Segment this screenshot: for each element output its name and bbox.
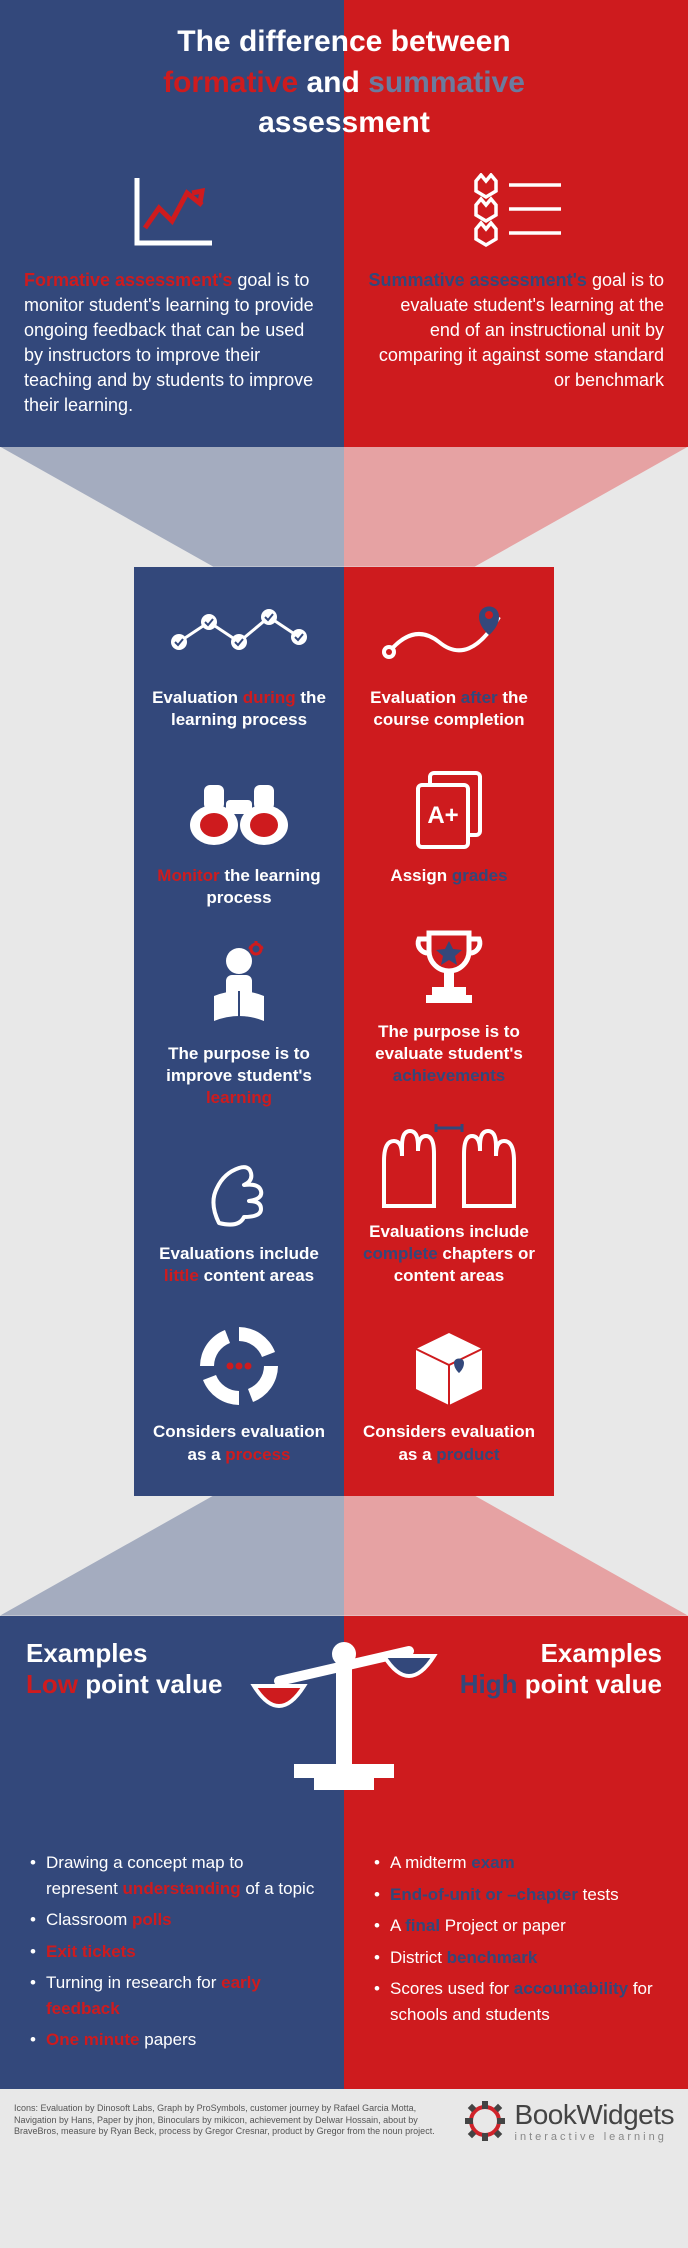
brand-tagline: interactive learning bbox=[515, 2131, 674, 2143]
comparison: Evaluation during the learning process M… bbox=[0, 567, 688, 1496]
compare-text: Evaluation after the course completion bbox=[356, 687, 542, 731]
compare-left: Evaluation during the learning process M… bbox=[134, 567, 344, 1496]
example-item: A midterm exam bbox=[370, 1850, 662, 1876]
example-item: A final Project or paper bbox=[370, 1913, 662, 1939]
icon-credits: Icons: Evaluation by Dinosoft Labs, Grap… bbox=[14, 2103, 449, 2138]
ex-right-t1: Examples bbox=[370, 1638, 662, 1669]
example-item: District benchmark bbox=[370, 1945, 662, 1971]
title-line-2: formative and summative bbox=[30, 63, 658, 104]
ex-right-rest: point value bbox=[518, 1669, 662, 1699]
examples: Examples Low point value Drawing a conce… bbox=[0, 1616, 688, 2089]
title-and: and bbox=[298, 66, 368, 99]
compare-text: Evaluations include little content areas bbox=[146, 1243, 332, 1287]
hands-large-icon bbox=[356, 1121, 542, 1211]
compare-text: The purpose is to improve student's lear… bbox=[146, 1043, 332, 1109]
navigation-icon bbox=[356, 587, 542, 677]
trophy-icon bbox=[356, 921, 542, 1011]
examples-left: Examples Low point value Drawing a conce… bbox=[0, 1616, 344, 2089]
formative-text: goal is to monitor student's learning to… bbox=[24, 270, 314, 416]
logo-icon bbox=[463, 2099, 507, 2143]
example-item: End-of-unit or –chapter tests bbox=[370, 1882, 662, 1908]
logo-text: BookWidgets interactive learning bbox=[515, 2099, 674, 2143]
paper-icon: A+ bbox=[356, 765, 542, 855]
compare-text: Evaluations include complete chapters or… bbox=[356, 1221, 542, 1287]
header-title: The difference between formative and sum… bbox=[0, 0, 688, 154]
compare-text: Evaluation during the learning process bbox=[146, 687, 332, 731]
compare-text: Considers evaluation as a product bbox=[356, 1421, 542, 1465]
compare-item: The purpose is to improve student's lear… bbox=[146, 943, 332, 1109]
infographic: The difference between formative and sum… bbox=[0, 0, 688, 2153]
examples-right: Examples High point value A midterm exam… bbox=[344, 1616, 688, 2089]
compare-item: A+ Assign grades bbox=[356, 765, 542, 887]
compare-item: Considers evaluation as a process bbox=[146, 1321, 332, 1465]
ex-left-t1: Examples bbox=[26, 1638, 318, 1669]
examples-left-title: Examples Low point value bbox=[26, 1638, 318, 1700]
example-item: Turning in research for early feedback bbox=[26, 1970, 318, 2021]
ex-left-rest: point value bbox=[78, 1669, 222, 1699]
summative-lead: Summative assessment's bbox=[369, 270, 587, 290]
compare-item: Considers evaluation as a product bbox=[356, 1321, 542, 1465]
evaluation-icon bbox=[368, 168, 664, 258]
compare-item: Evaluation after the course completion bbox=[356, 587, 542, 731]
funnel-top bbox=[0, 447, 688, 567]
ex-right-hl: High bbox=[460, 1669, 518, 1699]
compare-right: Evaluation after the course completion A… bbox=[344, 567, 554, 1496]
footer: Icons: Evaluation by Dinosoft Labs, Grap… bbox=[0, 2089, 688, 2153]
compare-text: Assign grades bbox=[356, 865, 542, 887]
svg-text:A+: A+ bbox=[427, 802, 458, 829]
example-item: Exit tickets bbox=[26, 1939, 318, 1965]
example-item: One minute papers bbox=[26, 2027, 318, 2053]
example-item: Drawing a concept map to represent under… bbox=[26, 1850, 318, 1901]
header-summative: Summative assessment's goal is to evalua… bbox=[344, 154, 688, 447]
compare-item: Evaluations include complete chapters or… bbox=[356, 1121, 542, 1287]
process-icon bbox=[146, 1321, 332, 1411]
ex-left-hl: Low bbox=[26, 1669, 78, 1699]
compare-item: Evaluation during the learning process bbox=[146, 587, 332, 731]
title-line-3: assessment bbox=[30, 103, 658, 144]
examples-left-list: Drawing a concept map to represent under… bbox=[26, 1850, 318, 2053]
summative-desc: Summative assessment's goal is to evalua… bbox=[368, 268, 664, 394]
product-icon bbox=[356, 1321, 542, 1411]
graph-icon bbox=[24, 168, 320, 258]
examples-right-list: A midterm exam End-of-unit or –chapter te… bbox=[370, 1850, 662, 2027]
compare-item: Evaluations include little content areas bbox=[146, 1143, 332, 1287]
kw-summative: summative bbox=[368, 66, 525, 99]
compare-text: Considers evaluation as a process bbox=[146, 1421, 332, 1465]
compare-text: Monitor the learning process bbox=[146, 865, 332, 909]
header: The difference between formative and sum… bbox=[0, 0, 688, 447]
bookwidgets-logo: BookWidgets interactive learning bbox=[463, 2099, 674, 2143]
example-item: Scores used for accountability for schoo… bbox=[370, 1976, 662, 2027]
compare-text: The purpose is to evaluate student's ach… bbox=[356, 1021, 542, 1087]
formative-lead: Formative assessment's bbox=[24, 270, 232, 290]
kw-formative: formative bbox=[163, 66, 298, 99]
compare-item: Monitor the learning process bbox=[146, 765, 332, 909]
formative-desc: Formative assessment's goal is to monito… bbox=[24, 268, 320, 419]
brand-book: Book bbox=[515, 2099, 577, 2130]
example-item: Classroom polls bbox=[26, 1907, 318, 1933]
binoculars-icon bbox=[146, 765, 332, 855]
header-formative: Formative assessment's goal is to monito… bbox=[0, 154, 344, 447]
compare-item: The purpose is to evaluate student's ach… bbox=[356, 921, 542, 1087]
hand-small-icon bbox=[146, 1143, 332, 1233]
brand-widgets: Widgets bbox=[576, 2099, 674, 2130]
funnel-bottom bbox=[0, 1496, 688, 1616]
reader-icon bbox=[146, 943, 332, 1033]
examples-right-title: Examples High point value bbox=[370, 1638, 662, 1700]
journey-icon bbox=[146, 587, 332, 677]
title-line-1: The difference between bbox=[30, 22, 658, 63]
